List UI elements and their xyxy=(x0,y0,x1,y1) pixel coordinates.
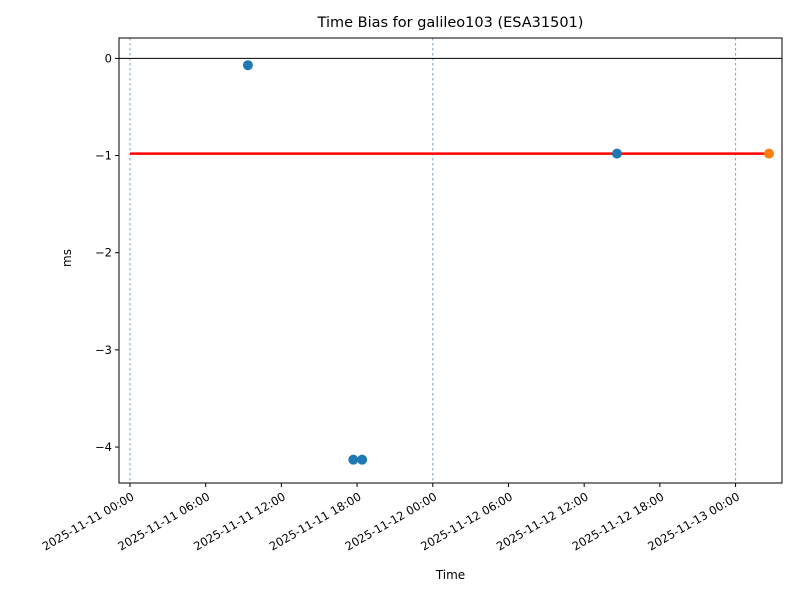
bias-measurement-point xyxy=(357,454,368,465)
y-axis-label: ms xyxy=(60,249,74,267)
y-tick-label: −4 xyxy=(95,440,112,454)
bias-measurement-point xyxy=(611,148,622,159)
chart-title: Time Bias for galileo103 (ESA31501) xyxy=(317,15,584,31)
bias-measurement-point xyxy=(242,60,253,71)
y-tick-label: −3 xyxy=(95,343,112,357)
latest-bias-point xyxy=(764,148,775,159)
y-tick-label: −1 xyxy=(95,149,112,163)
y-tick-label: 0 xyxy=(105,51,112,65)
bias-measurement-point xyxy=(348,454,359,465)
y-tick-label: −2 xyxy=(95,246,112,260)
x-axis-label: Time xyxy=(435,568,465,582)
plot-border xyxy=(118,37,783,484)
